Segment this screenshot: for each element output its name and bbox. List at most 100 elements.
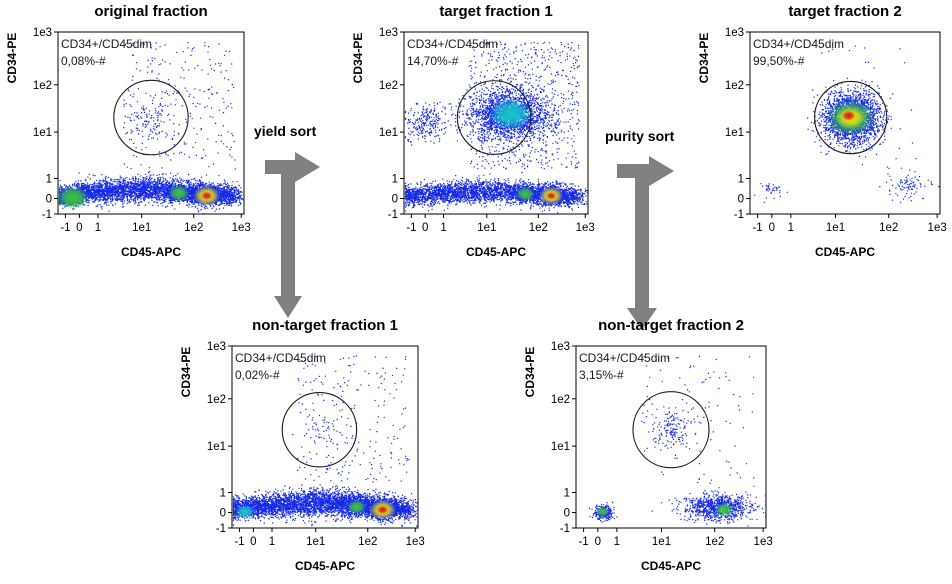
density-peak [842,110,856,121]
y-tick-label: 1e1 [725,127,744,139]
density-peak [546,192,556,200]
plot-title: target fraction 1 [439,3,552,20]
plot-panels: original fraction CD34+/CD45dim 0,08%-# -1 0… [5,3,947,573]
gate-name: CD34+/CD45dim [61,37,152,51]
x-axis-title: CD45-APC [295,559,355,573]
x-tick-label: -1 [234,536,244,548]
y-axis-title: CD34-PE [179,347,193,398]
event-dots-path [404,41,588,214]
x-axis-title: CD45-APC [466,245,526,259]
y-tick-label: -1 [42,209,52,221]
density-peak [347,500,367,515]
y-tick-label: -1 [216,523,226,535]
y-axis-title: CD34-PE [523,347,537,398]
x-tick-label: 1e2 [879,222,898,234]
y-tick-label: 1e1 [551,441,570,453]
y-tick-label: 1e3 [33,27,52,39]
x-tick-label: 1 [788,222,794,234]
x-tick-label: -1 [406,222,416,234]
yield-sort-arrow [265,152,320,318]
x-tick-label: 0 [250,536,256,548]
plot-target1: target fraction 1 CD34+/CD45dim 14,70%-# -1… [351,3,595,259]
x-tick-label: 1e2 [184,222,203,234]
x-axis-title: CD45-APC [121,245,181,259]
x-tick-label: 1e1 [826,222,845,234]
yield-arrow-head-right [295,152,320,182]
gate-percentage: 0,08%-# [61,54,106,68]
y-tick-label: 0 [220,508,226,520]
plot-title: target fraction 2 [788,3,901,20]
y-tick-label: 1e3 [725,27,744,39]
x-tick-label: -1 [60,222,70,234]
gate-circle [814,80,888,155]
purity-sort-label: purity sort [605,128,675,144]
x-tick-label: 1e3 [576,222,595,234]
plot-title: non-target fraction 1 [252,317,398,334]
x-tick-label: 1 [614,536,620,548]
y-tick-label: 1 [564,488,570,500]
x-tick-label: -1 [752,222,762,234]
purity-sort-arrow [617,156,674,330]
y-tick-label: 1e2 [725,80,744,92]
y-tick-label: 1e2 [33,80,52,92]
y-tick-label: 0 [564,508,570,520]
event-dots [404,41,588,214]
y-tick-label: 1e2 [207,394,226,406]
x-tick-label: 1e2 [705,536,724,548]
y-tick-label: 1e3 [551,341,570,353]
yield-arrow-head-down [274,296,302,318]
y-tick-label: 1 [46,174,52,186]
y-tick-label: 1e3 [379,27,398,39]
x-tick-label: 1e3 [406,536,425,548]
gate-circle [113,79,189,156]
x-tick-label: 0 [769,222,775,234]
y-axis-title: CD34-PE [5,33,19,84]
plot-title: non-target fraction 2 [598,317,744,334]
plot-title: original fraction [94,3,207,20]
y-tick-label: 1e3 [207,341,226,353]
y-tick-label: -1 [734,209,744,221]
gate-name: CD34+/CD45dim [407,37,498,51]
density-peak [201,191,213,200]
x-tick-label: 1 [440,222,446,234]
y-tick-label: 0 [46,194,52,206]
y-tick-label: 1e2 [551,394,570,406]
y-tick-label: 1 [738,174,744,186]
x-tick-label: 1 [269,536,275,548]
x-tick-label: 1e3 [754,536,773,548]
y-tick-label: 1e1 [207,441,226,453]
gate-name: CD34+/CD45dim [753,37,844,51]
x-tick-label: 1e3 [928,222,947,234]
plot-frame [575,345,767,529]
density-peak [56,185,90,210]
purity-arrow-shaft [635,164,649,310]
x-tick-label: 1e1 [132,222,151,234]
y-axis-title: CD34-PE [351,33,365,84]
density-peak [377,505,389,514]
y-tick-label: 0 [392,194,398,206]
purity-arrow-head-right [649,156,674,186]
gate-name: CD34+/CD45dim [579,351,670,365]
y-tick-label: 1e1 [379,127,398,139]
y-tick-label: -1 [388,209,398,221]
y-tick-label: -1 [560,523,570,535]
plot-target2: target fraction 2 CD34+/CD45dim 99,50%-# -1… [697,3,947,259]
x-tick-label: -1 [578,536,588,548]
gate-percentage: 14,70%-# [407,54,459,68]
x-axis-title: CD45-APC [815,245,875,259]
density-peak [235,504,255,519]
x-tick-label: 1e1 [652,536,671,548]
x-tick-label: 1 [95,222,101,234]
plot-original: original fraction CD34+/CD45dim 0,08%-# -1 0… [5,3,251,259]
x-tick-label: 1e1 [306,536,325,548]
density-peak [489,97,533,130]
plot-nontarget1: non-target fraction 1 CD34+/CD45dim 0,02%-… [179,317,425,573]
gate-name: CD34+/CD45dim [235,351,326,365]
x-tick-label: 1e3 [232,222,251,234]
yield-arrow-branch [265,160,295,174]
gate-percentage: 99,50%-# [753,54,805,68]
density-peak [714,502,734,517]
x-tick-label: 1e2 [358,536,377,548]
plot-nontarget2: non-target fraction 2 CD34+/CD45dim 3,15%-… [523,317,773,573]
purity-arrow-branch [617,164,649,178]
